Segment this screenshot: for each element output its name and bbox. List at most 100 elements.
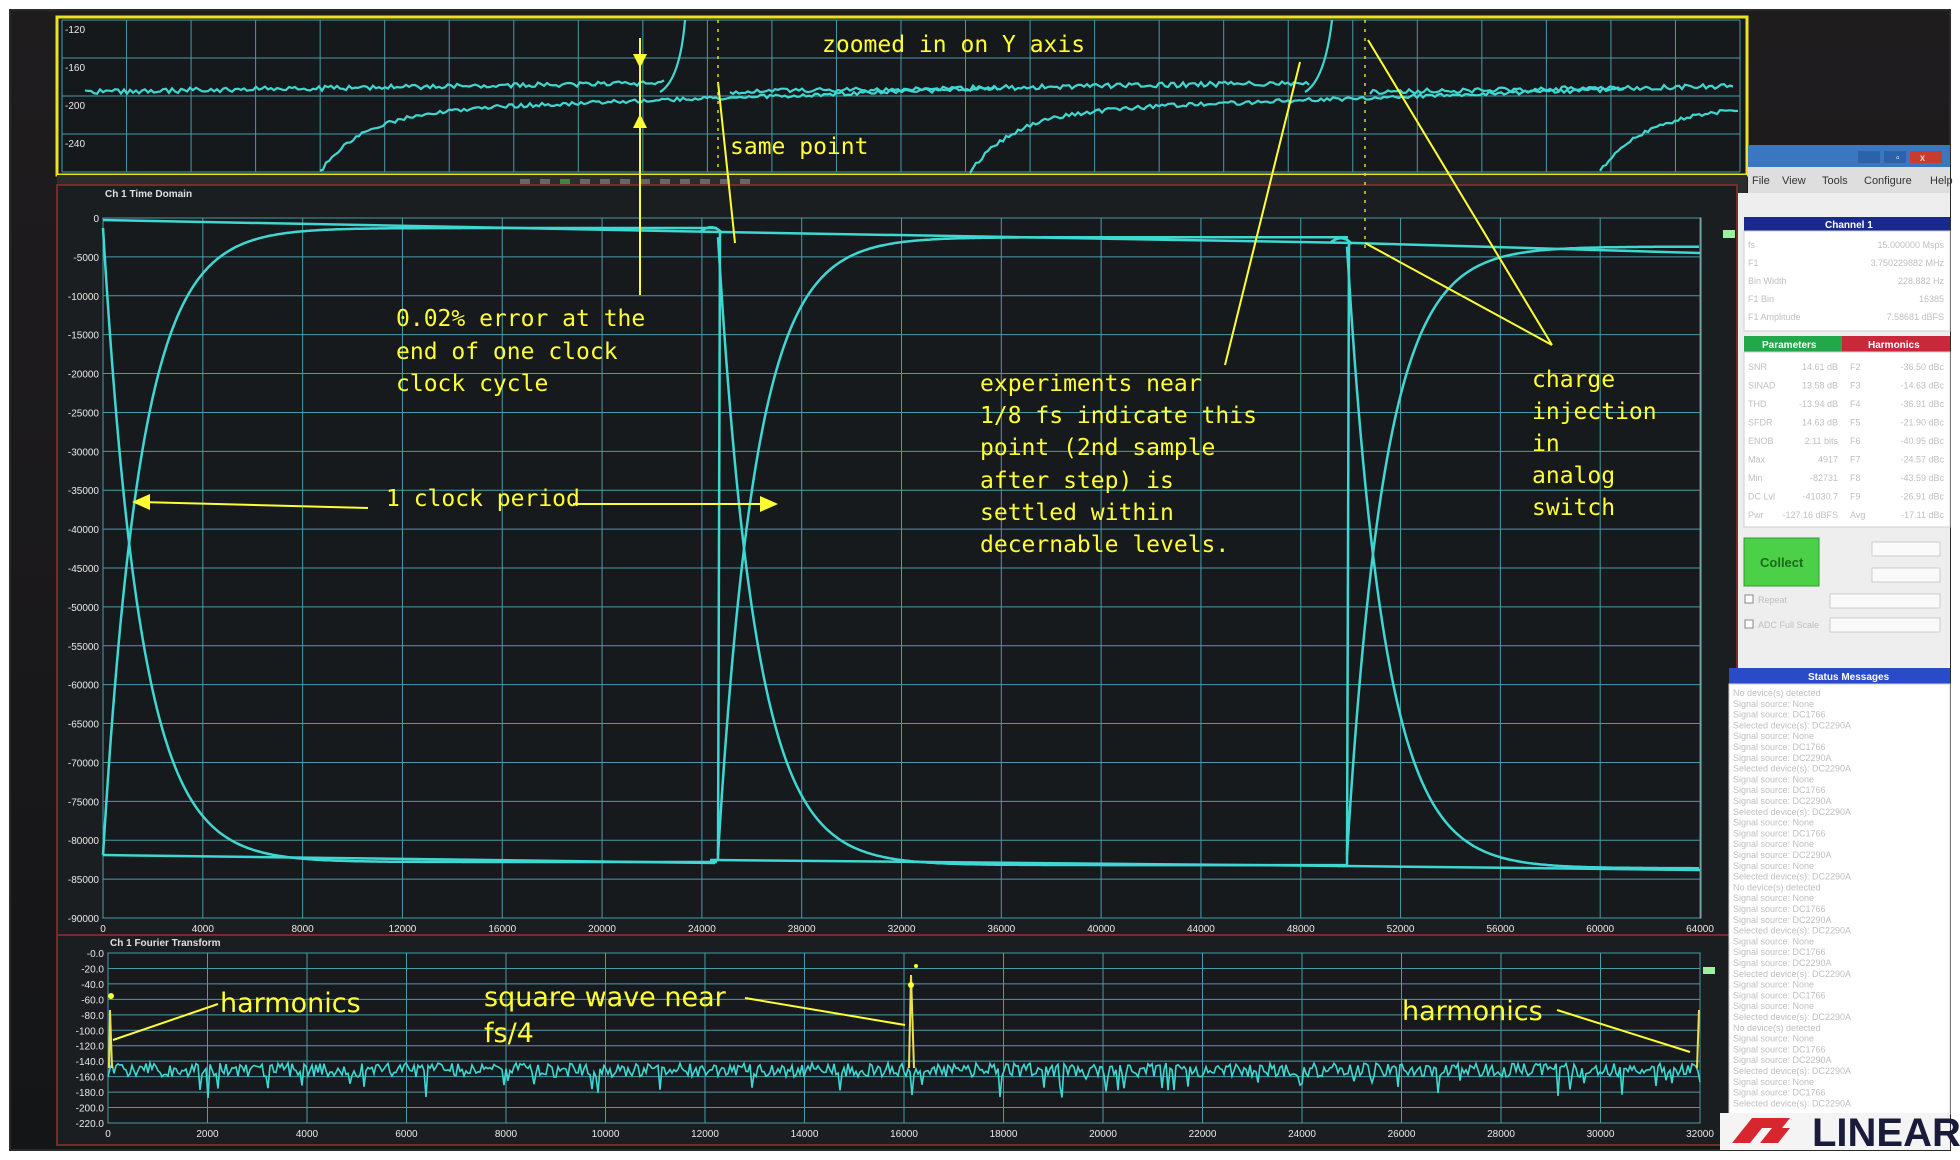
status-line: Signal source: DC1766 [1733, 828, 1826, 838]
param-label: DC Lvl [1748, 492, 1775, 502]
minimize-button[interactable] [1858, 151, 1880, 163]
status-line: Signal source: DC1766 [1733, 710, 1826, 720]
fft-x-tick-label: 32000 [1686, 1129, 1714, 1140]
time-y-tick-label: -10000 [68, 292, 100, 303]
harmonic-label: Avg [1850, 510, 1865, 520]
fft-y-tick-label: -160.0 [76, 1073, 105, 1084]
status-line: Signal source: DC1766 [1733, 785, 1826, 795]
status-line: Signal source: DC2290A [1733, 958, 1832, 968]
param-value: -13.94 dB [1799, 399, 1838, 409]
fft-y-tick-label: -0.0 [87, 949, 105, 960]
zoom-tick-label: -200 [65, 101, 85, 112]
fft-legend-marker[interactable] [1703, 967, 1715, 974]
time-y-tick-label: -70000 [68, 758, 100, 769]
time-y-tick-label: -85000 [68, 875, 100, 886]
status-line: Signal source: None [1733, 1001, 1814, 1011]
status-line: Signal source: None [1733, 1034, 1814, 1044]
experiments-label-line6: decernable levels. [980, 532, 1229, 558]
param-value: -127.16 dBFS [1782, 510, 1838, 520]
fft-x-tick-label: 12000 [691, 1129, 719, 1140]
status-line: Signal source: None [1733, 1077, 1814, 1087]
error-label-line3: clock cycle [396, 371, 548, 397]
time-y-tick-label: -45000 [68, 564, 100, 575]
time-x-tick-label: 24000 [688, 924, 716, 935]
fft-x-tick-label: 24000 [1288, 1129, 1316, 1140]
time-y-tick-label: -50000 [68, 603, 100, 614]
param-value: 2.11 bits [1805, 436, 1839, 446]
logo-text: LINEAR [1812, 1111, 1960, 1155]
param-label: ENOB [1748, 436, 1774, 446]
mode-dropdown[interactable] [1830, 594, 1940, 608]
harmonic-label: F9 [1850, 492, 1861, 502]
time-y-tick-label: -40000 [68, 525, 100, 536]
time-y-tick-label: 0 [93, 214, 99, 225]
harmonic-label: F7 [1850, 455, 1861, 465]
menu-item-view[interactable]: View [1782, 175, 1806, 187]
maximize-button[interactable] [1884, 151, 1906, 163]
fft-x-tick-label: 30000 [1587, 1129, 1615, 1140]
harmonic-value: -26.91 dBc [1900, 492, 1944, 502]
harmonic-value: -24.57 dBc [1900, 455, 1944, 465]
clock-period-label: 1 clock period [386, 486, 580, 512]
param-value: -41030.7 [1802, 492, 1838, 502]
fft-y-tick-label: -200.0 [76, 1104, 105, 1115]
status-line: Signal source: None [1733, 861, 1814, 871]
window-chrome: ▫ x File View Tools Configure Help [1748, 145, 1953, 193]
fft-x-tick-label: 0 [105, 1129, 111, 1140]
menu-item-configure[interactable]: Configure [1864, 175, 1912, 187]
fft-y-tick-label: -220.0 [76, 1119, 105, 1130]
status-line: Signal source: None [1733, 699, 1814, 709]
status-title: Status Messages [1808, 672, 1890, 683]
time-y-tick-label: -15000 [68, 331, 100, 342]
menu-item-tools[interactable]: Tools [1822, 175, 1848, 187]
time-x-tick-label: 48000 [1287, 924, 1315, 935]
fft-x-tick-label: 20000 [1089, 1129, 1117, 1140]
time-y-tick-label: -30000 [68, 447, 100, 458]
param-label: SNR [1748, 362, 1768, 372]
status-line: Signal source: None [1733, 818, 1814, 828]
status-line: Signal source: DC1766 [1733, 742, 1826, 752]
zoomed-label: zoomed in on Y axis [822, 32, 1085, 58]
channel-row-label: F1 Amplitude [1748, 312, 1801, 322]
status-line: Signal source: DC1766 [1733, 990, 1826, 1000]
param-label: Pwr [1748, 510, 1764, 520]
svg-text:▫: ▫ [1896, 153, 1900, 164]
harmonic-label: F2 [1850, 362, 1861, 372]
status-line: Selected device(s): DC2290A [1733, 1066, 1851, 1076]
adc-full-scale-field[interactable] [1830, 618, 1940, 632]
sidebar: Channel 1 fs 15.000000 MspsF1 3.750229882 … [1729, 193, 1950, 1114]
error-label-line1: 0.02% error at the [396, 306, 645, 332]
status-line: Signal source: DC1766 [1733, 947, 1826, 957]
menu-item-file[interactable]: File [1752, 175, 1770, 187]
experiments-label-line3: point (2nd sample [980, 435, 1215, 461]
close-button[interactable] [1910, 151, 1942, 163]
time-x-tick-label: 8000 [292, 924, 315, 935]
adc-full-scale-checkbox[interactable] [1745, 620, 1753, 628]
status-line: Signal source: None [1733, 936, 1814, 946]
size-field[interactable] [1872, 568, 1940, 582]
time-domain-title: Ch 1 Time Domain [105, 189, 192, 200]
param-label: Min [1748, 473, 1763, 483]
harmonic-label: F8 [1850, 473, 1861, 483]
channel-row-value: 7.58681 dBFS [1886, 312, 1944, 322]
time-x-tick-label: 28000 [788, 924, 816, 935]
repeat-checkbox[interactable] [1745, 595, 1753, 603]
zoom-tick-label: -120 [65, 25, 85, 36]
status-line: Signal source: DC1766 [1733, 1044, 1826, 1054]
status-line: Selected device(s): DC2290A [1733, 807, 1851, 817]
time-legend-marker[interactable] [1723, 230, 1735, 238]
param-label: Max [1748, 455, 1766, 465]
menu-item-help[interactable]: Help [1930, 175, 1953, 187]
fft-y-tick-label: -120.0 [76, 1042, 105, 1053]
status-line: Selected device(s): DC2290A [1733, 969, 1851, 979]
npts-field[interactable] [1872, 542, 1940, 556]
harmonic-value: -43.59 dBc [1900, 473, 1944, 483]
time-y-tick-label: -20000 [68, 370, 100, 381]
charge-label-line5: switch [1532, 495, 1615, 521]
square-wave-label-line1: square wave near [484, 982, 727, 1013]
time-y-tick-label: -75000 [68, 797, 100, 808]
time-y-tick-label: -80000 [68, 836, 100, 847]
tab-parameters-label: Parameters [1762, 340, 1817, 351]
experiments-label-line4: after step) is [980, 468, 1174, 494]
